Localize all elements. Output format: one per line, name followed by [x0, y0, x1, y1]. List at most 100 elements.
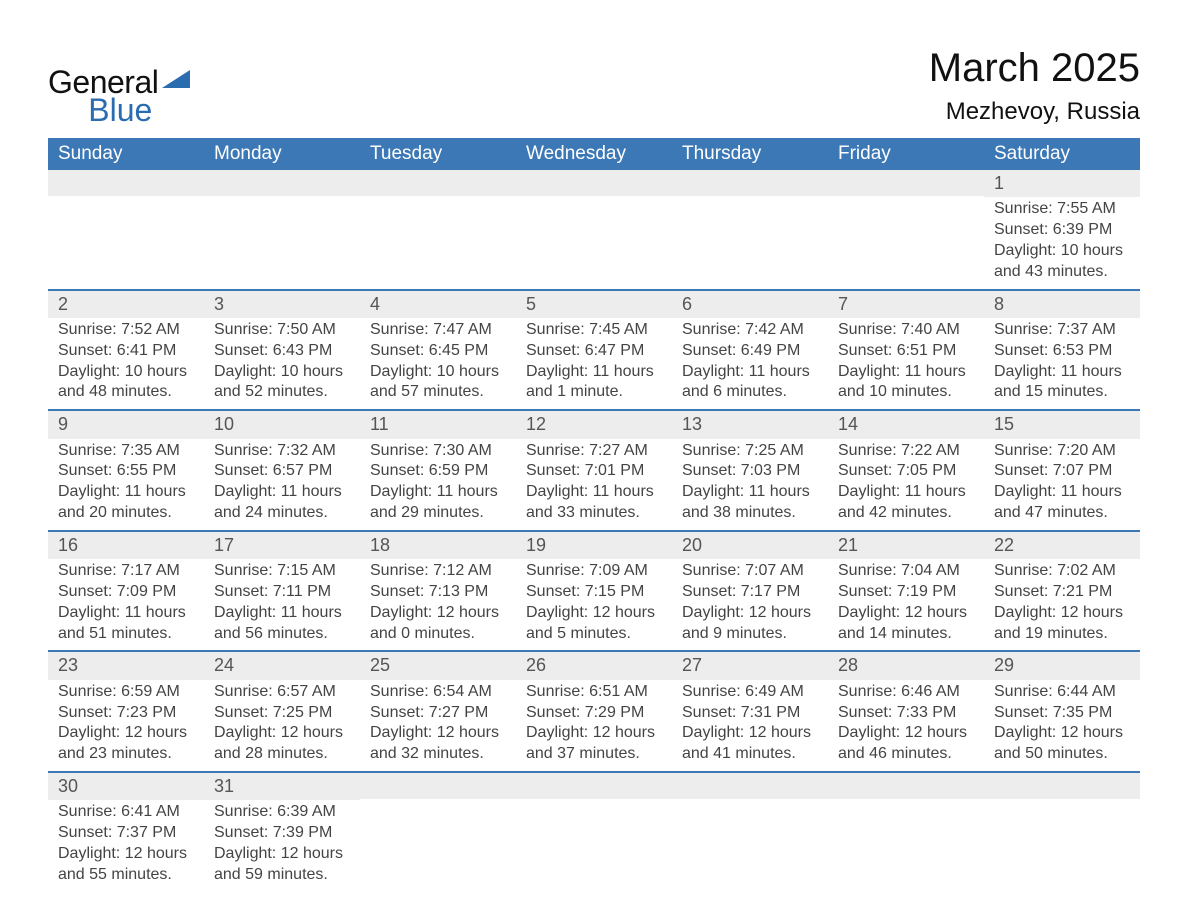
sunrise-line: Sunrise: 7:47 AM	[370, 320, 506, 341]
calendar-cell: 14Sunrise: 7:22 AMSunset: 7:05 PMDayligh…	[828, 410, 984, 531]
sunset-line: Sunset: 6:51 PM	[838, 341, 974, 362]
calendar-week: 2Sunrise: 7:52 AMSunset: 6:41 PMDaylight…	[48, 290, 1140, 411]
weekday-header: Wednesday	[516, 138, 672, 170]
cell-body: Sunrise: 6:59 AMSunset: 7:23 PMDaylight:…	[48, 680, 204, 771]
date-number: 4	[360, 291, 516, 318]
calendar-body: 1Sunrise: 7:55 AMSunset: 6:39 PMDaylight…	[48, 170, 1140, 891]
cell-body	[828, 799, 984, 879]
sunrise-line: Sunrise: 7:37 AM	[994, 320, 1130, 341]
calendar-cell: 28Sunrise: 6:46 AMSunset: 7:33 PMDayligh…	[828, 651, 984, 772]
calendar-cell: 18Sunrise: 7:12 AMSunset: 7:13 PMDayligh…	[360, 531, 516, 652]
date-number: 16	[48, 532, 204, 559]
sunset-line: Sunset: 7:03 PM	[682, 461, 818, 482]
sunrise-line: Sunrise: 7:25 AM	[682, 441, 818, 462]
sunset-line: Sunset: 7:11 PM	[214, 582, 350, 603]
sunrise-line: Sunrise: 6:46 AM	[838, 682, 974, 703]
sunrise-line: Sunrise: 6:51 AM	[526, 682, 662, 703]
sunset-line: Sunset: 6:57 PM	[214, 461, 350, 482]
calendar-cell: 6Sunrise: 7:42 AMSunset: 6:49 PMDaylight…	[672, 290, 828, 411]
date-number	[360, 773, 516, 799]
calendar-cell	[516, 772, 672, 892]
sunset-line: Sunset: 6:49 PM	[682, 341, 818, 362]
calendar-cell	[984, 772, 1140, 892]
calendar-cell: 2Sunrise: 7:52 AMSunset: 6:41 PMDaylight…	[48, 290, 204, 411]
cell-body: Sunrise: 6:44 AMSunset: 7:35 PMDaylight:…	[984, 680, 1140, 771]
weekday-header: Tuesday	[360, 138, 516, 170]
calendar-cell	[516, 170, 672, 290]
sunrise-line: Sunrise: 7:07 AM	[682, 561, 818, 582]
daylight-line: Daylight: 12 hours and 37 minutes.	[526, 723, 662, 765]
sunrise-line: Sunrise: 7:09 AM	[526, 561, 662, 582]
calendar-cell: 24Sunrise: 6:57 AMSunset: 7:25 PMDayligh…	[204, 651, 360, 772]
sunset-line: Sunset: 7:29 PM	[526, 703, 662, 724]
cell-body: Sunrise: 7:42 AMSunset: 6:49 PMDaylight:…	[672, 318, 828, 409]
cell-body: Sunrise: 7:50 AMSunset: 6:43 PMDaylight:…	[204, 318, 360, 409]
cell-body	[828, 196, 984, 276]
sunset-line: Sunset: 7:21 PM	[994, 582, 1130, 603]
weekday-header: Friday	[828, 138, 984, 170]
month-title: March 2025	[929, 48, 1140, 88]
sunset-line: Sunset: 6:45 PM	[370, 341, 506, 362]
daylight-line: Daylight: 11 hours and 1 minute.	[526, 362, 662, 404]
cell-body: Sunrise: 6:41 AMSunset: 7:37 PMDaylight:…	[48, 800, 204, 891]
cell-body: Sunrise: 7:40 AMSunset: 6:51 PMDaylight:…	[828, 318, 984, 409]
cell-body: Sunrise: 7:45 AMSunset: 6:47 PMDaylight:…	[516, 318, 672, 409]
date-number: 17	[204, 532, 360, 559]
sunrise-line: Sunrise: 6:49 AM	[682, 682, 818, 703]
daylight-line: Daylight: 12 hours and 19 minutes.	[994, 603, 1130, 645]
sunset-line: Sunset: 7:39 PM	[214, 823, 350, 844]
daylight-line: Daylight: 10 hours and 43 minutes.	[994, 241, 1130, 283]
daylight-line: Daylight: 11 hours and 24 minutes.	[214, 482, 350, 524]
cell-body	[516, 799, 672, 879]
date-number: 25	[360, 652, 516, 679]
calendar-week: 23Sunrise: 6:59 AMSunset: 7:23 PMDayligh…	[48, 651, 1140, 772]
daylight-line: Daylight: 12 hours and 41 minutes.	[682, 723, 818, 765]
date-number	[828, 773, 984, 799]
calendar-cell: 29Sunrise: 6:44 AMSunset: 7:35 PMDayligh…	[984, 651, 1140, 772]
daylight-line: Daylight: 12 hours and 50 minutes.	[994, 723, 1130, 765]
daylight-line: Daylight: 12 hours and 28 minutes.	[214, 723, 350, 765]
cell-body	[360, 799, 516, 879]
daylight-line: Daylight: 11 hours and 47 minutes.	[994, 482, 1130, 524]
sunset-line: Sunset: 6:41 PM	[58, 341, 194, 362]
daylight-line: Daylight: 11 hours and 42 minutes.	[838, 482, 974, 524]
calendar-cell: 7Sunrise: 7:40 AMSunset: 6:51 PMDaylight…	[828, 290, 984, 411]
daylight-line: Daylight: 12 hours and 9 minutes.	[682, 603, 818, 645]
daylight-line: Daylight: 11 hours and 33 minutes.	[526, 482, 662, 524]
calendar-cell: 5Sunrise: 7:45 AMSunset: 6:47 PMDaylight…	[516, 290, 672, 411]
header-row: General Blue March 2025 Mezhevoy, Russia	[48, 48, 1140, 126]
date-number: 21	[828, 532, 984, 559]
date-number: 12	[516, 411, 672, 438]
cell-body: Sunrise: 7:47 AMSunset: 6:45 PMDaylight:…	[360, 318, 516, 409]
sunrise-line: Sunrise: 7:22 AM	[838, 441, 974, 462]
calendar-cell	[672, 170, 828, 290]
daylight-line: Daylight: 12 hours and 5 minutes.	[526, 603, 662, 645]
cell-body: Sunrise: 7:12 AMSunset: 7:13 PMDaylight:…	[360, 559, 516, 650]
sunset-line: Sunset: 6:59 PM	[370, 461, 506, 482]
cell-body: Sunrise: 7:52 AMSunset: 6:41 PMDaylight:…	[48, 318, 204, 409]
date-number: 23	[48, 652, 204, 679]
date-number: 5	[516, 291, 672, 318]
date-number	[672, 773, 828, 799]
calendar-cell: 11Sunrise: 7:30 AMSunset: 6:59 PMDayligh…	[360, 410, 516, 531]
sunset-line: Sunset: 7:33 PM	[838, 703, 974, 724]
cell-body: Sunrise: 6:39 AMSunset: 7:39 PMDaylight:…	[204, 800, 360, 891]
calendar-cell: 26Sunrise: 6:51 AMSunset: 7:29 PMDayligh…	[516, 651, 672, 772]
daylight-line: Daylight: 11 hours and 10 minutes.	[838, 362, 974, 404]
calendar-cell: 15Sunrise: 7:20 AMSunset: 7:07 PMDayligh…	[984, 410, 1140, 531]
cell-body	[204, 196, 360, 276]
cell-body: Sunrise: 7:32 AMSunset: 6:57 PMDaylight:…	[204, 439, 360, 530]
cell-body: Sunrise: 7:17 AMSunset: 7:09 PMDaylight:…	[48, 559, 204, 650]
calendar-cell: 13Sunrise: 7:25 AMSunset: 7:03 PMDayligh…	[672, 410, 828, 531]
title-block: March 2025 Mezhevoy, Russia	[929, 48, 1140, 126]
calendar-week: 16Sunrise: 7:17 AMSunset: 7:09 PMDayligh…	[48, 531, 1140, 652]
date-number: 14	[828, 411, 984, 438]
calendar-cell: 22Sunrise: 7:02 AMSunset: 7:21 PMDayligh…	[984, 531, 1140, 652]
calendar-cell	[672, 772, 828, 892]
calendar-cell: 21Sunrise: 7:04 AMSunset: 7:19 PMDayligh…	[828, 531, 984, 652]
daylight-line: Daylight: 11 hours and 56 minutes.	[214, 603, 350, 645]
date-number	[360, 170, 516, 196]
calendar-week: 30Sunrise: 6:41 AMSunset: 7:37 PMDayligh…	[48, 772, 1140, 892]
cell-body: Sunrise: 7:07 AMSunset: 7:17 PMDaylight:…	[672, 559, 828, 650]
weekday-header: Monday	[204, 138, 360, 170]
